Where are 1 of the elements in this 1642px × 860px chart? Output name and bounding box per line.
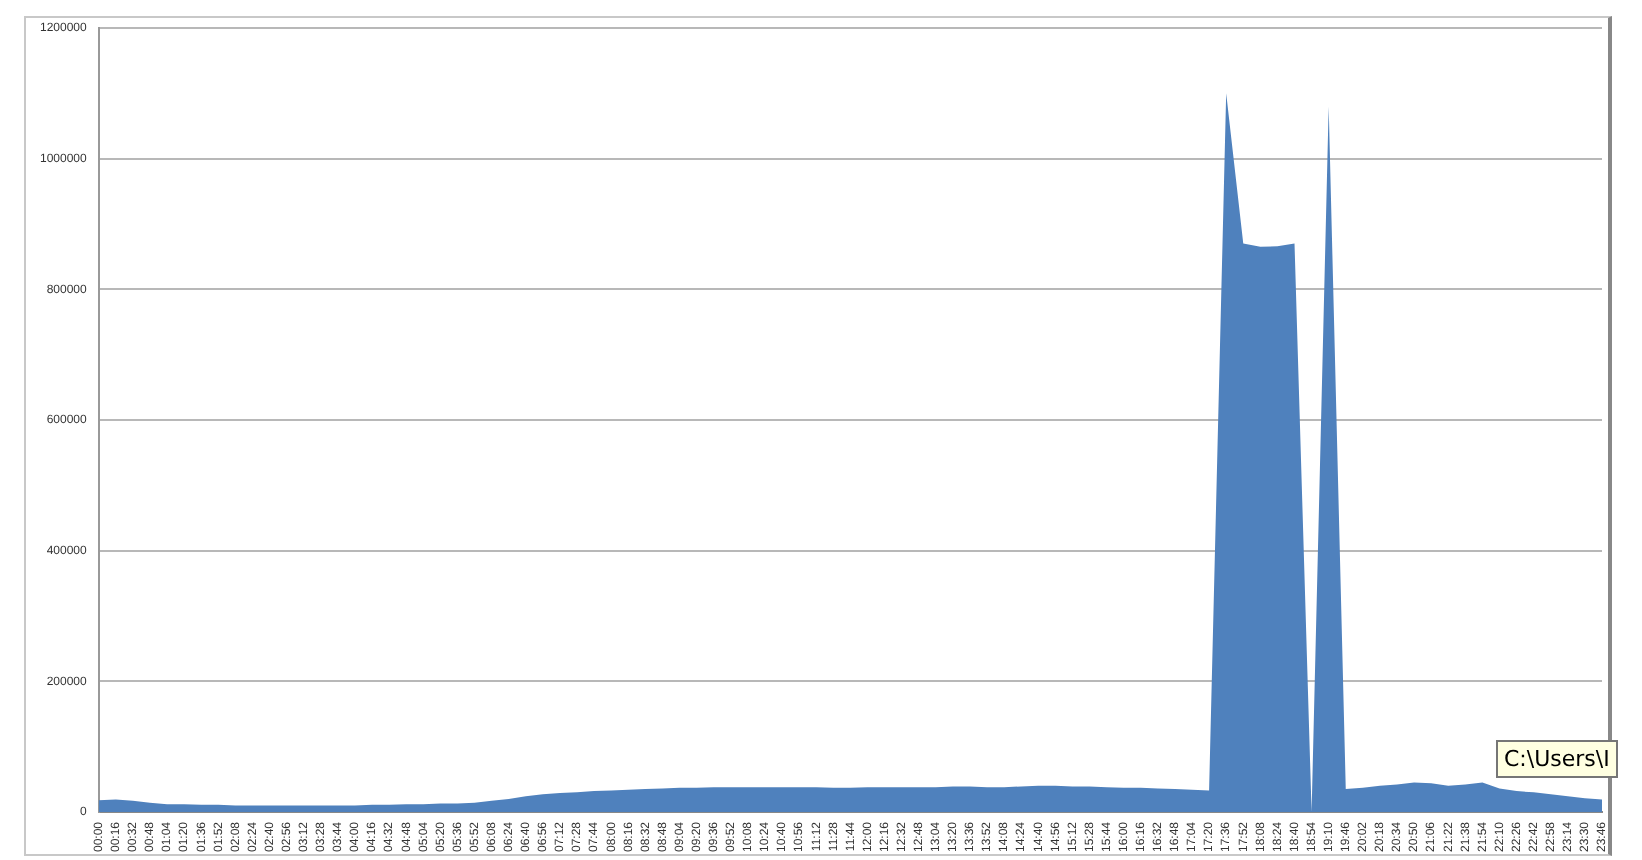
annotation: C:\Users\I [1496, 740, 1618, 778]
